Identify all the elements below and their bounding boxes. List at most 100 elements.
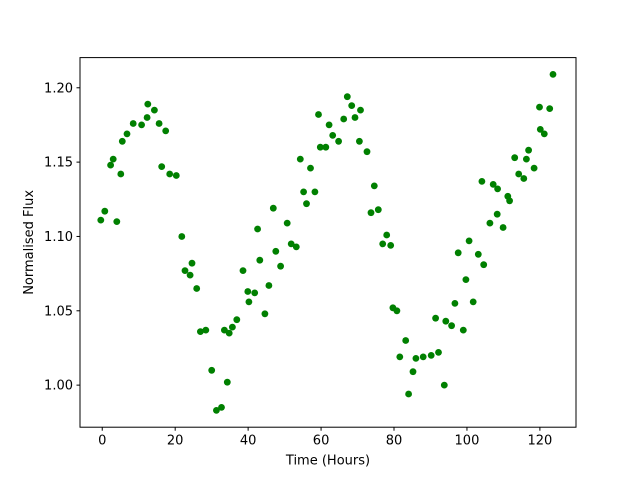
data-point: [486, 219, 494, 227]
data-point: [340, 115, 348, 123]
data-point: [269, 204, 277, 212]
data-point: [172, 172, 180, 179]
data-point: [469, 298, 477, 306]
data-point: [218, 404, 225, 411]
data-point: [239, 267, 247, 274]
data-point: [329, 132, 337, 139]
x-tick-label: 120: [527, 434, 552, 449]
data-point: [454, 249, 462, 257]
data-point: [523, 155, 530, 163]
data-point: [325, 121, 333, 129]
data-point: [277, 262, 284, 270]
x-axis-title: Time (Hours): [285, 454, 370, 469]
data-point: [144, 100, 152, 108]
data-point: [181, 267, 189, 274]
data-point: [396, 353, 404, 361]
data-point: [178, 233, 186, 240]
data-point: [315, 111, 322, 118]
data-point: [442, 317, 450, 325]
data-point: [138, 121, 146, 129]
data-point: [296, 155, 304, 163]
data-point: [151, 106, 158, 114]
data-point: [283, 219, 291, 227]
data-point: [109, 155, 117, 163]
data-point: [511, 154, 519, 162]
data-point: [265, 282, 273, 289]
data-point: [387, 242, 395, 249]
data-point: [536, 125, 544, 133]
data-point: [493, 210, 501, 218]
y-tick-label: 1.05: [44, 304, 73, 319]
data-point: [451, 300, 459, 307]
x-tick-label: 40: [240, 434, 257, 449]
data-point: [367, 209, 375, 217]
data-point: [478, 178, 486, 185]
data-point: [244, 288, 252, 295]
data-point: [530, 164, 538, 172]
data-point: [256, 256, 264, 264]
data-point: [233, 316, 241, 324]
data-point: [300, 188, 307, 196]
x-tick-label: 80: [386, 434, 403, 449]
data-point: [474, 250, 482, 258]
data-point: [489, 181, 497, 188]
data-point: [504, 192, 512, 200]
y-tick-label: 1.20: [44, 81, 73, 96]
data-point: [272, 247, 280, 255]
data-point: [101, 207, 109, 215]
y-tick-label: 1.00: [44, 379, 73, 394]
data-point: [303, 200, 310, 208]
data-point: [261, 310, 269, 318]
data-point: [343, 93, 351, 101]
data-point: [197, 328, 204, 335]
plot-border: [79, 57, 577, 428]
data-point: [251, 289, 259, 297]
data-point: [117, 170, 125, 178]
data-point: [316, 143, 324, 151]
data-point: [213, 407, 220, 414]
y-tick-label: 1.15: [44, 156, 73, 171]
data-point: [143, 114, 151, 121]
data-point: [363, 148, 371, 156]
data-point: [166, 170, 174, 178]
y-tick-label: 1.10: [44, 230, 73, 245]
data-point: [113, 218, 121, 226]
data-point: [440, 381, 448, 389]
data-point: [357, 106, 364, 114]
data-point: [435, 349, 442, 356]
data-point: [348, 102, 356, 109]
data-point: [409, 368, 417, 376]
data-point: [202, 326, 210, 334]
data-point: [374, 206, 382, 214]
data-point: [162, 127, 170, 135]
data-point: [412, 355, 420, 362]
data-point: [540, 130, 548, 138]
data-point: [370, 182, 378, 190]
data-point: [254, 225, 261, 233]
data-point: [480, 261, 488, 269]
data-point: [245, 298, 253, 306]
data-point: [379, 240, 387, 248]
data-point: [536, 103, 543, 111]
data-point: [351, 114, 359, 121]
data-point: [494, 185, 501, 193]
data-point: [515, 170, 523, 178]
data-point: [419, 353, 427, 361]
data-point: [448, 322, 455, 330]
data-point: [188, 259, 196, 267]
data-point: [223, 378, 231, 386]
data-point: [129, 120, 137, 127]
data-point: [155, 120, 163, 127]
data-point: [292, 243, 300, 251]
data-point: [311, 188, 319, 196]
x-tick-label: 0: [98, 434, 106, 449]
x-tick-label: 100: [455, 434, 480, 449]
data-point: [549, 71, 557, 78]
data-point: [307, 164, 314, 172]
data-point: [221, 326, 228, 334]
x-tick-label: 20: [167, 434, 184, 449]
data-point: [123, 130, 131, 138]
data-point: [546, 105, 554, 112]
